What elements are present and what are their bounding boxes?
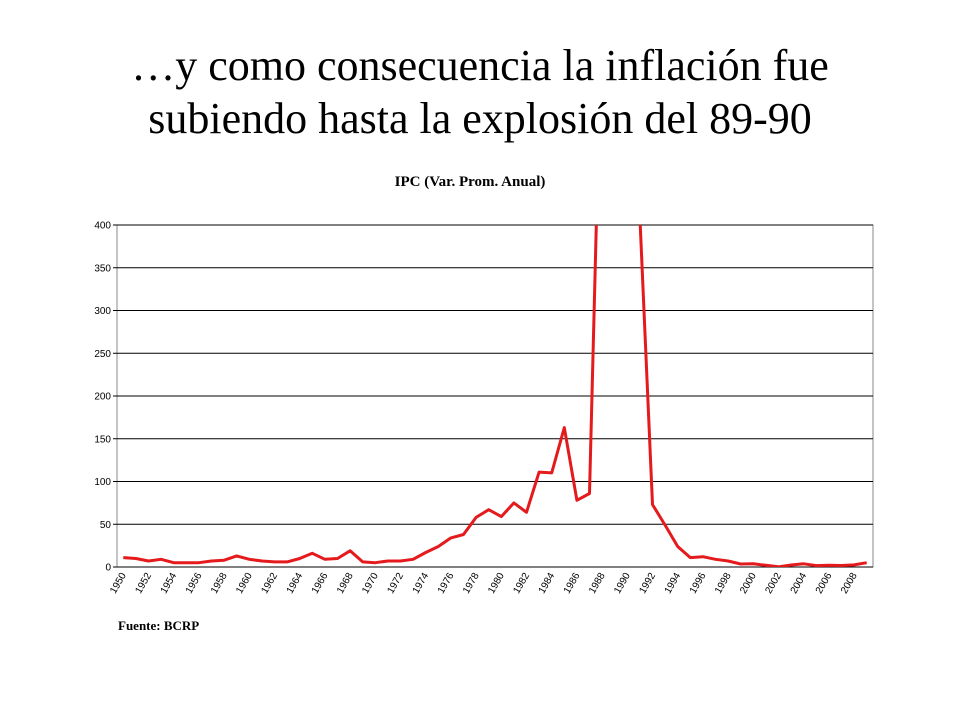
- y-tick-label: 350: [94, 263, 111, 274]
- y-tick-label: 300: [94, 306, 111, 317]
- x-tick-label: 1970: [360, 571, 381, 596]
- y-tick-label: 200: [94, 392, 111, 403]
- plot-area: [123, 225, 867, 567]
- slide-title: …y como consecuencia la inflación fue: [131, 41, 829, 90]
- x-tick-label: 1952: [133, 571, 154, 596]
- x-tick-label: 1994: [663, 571, 684, 596]
- chart-title: IPC (Var. Prom. Anual): [395, 174, 546, 190]
- x-tick-label: 2008: [839, 571, 860, 596]
- x-tick-label: 1958: [209, 571, 230, 596]
- x-tick-label: 1990: [612, 571, 633, 596]
- y-tick-label: 0: [105, 563, 111, 574]
- x-tick-label: 1962: [259, 571, 280, 596]
- x-tick-label: 1964: [285, 571, 306, 596]
- x-tick-label: 1996: [688, 571, 709, 596]
- x-tick-label: 1956: [184, 571, 205, 596]
- source: Fuente: BCRP: [118, 618, 199, 633]
- slide-title: subiendo hasta la explosión del 89-90: [148, 94, 812, 143]
- data-line: [123, 225, 867, 567]
- y-tick-label: 50: [100, 520, 112, 531]
- x-tick-label: 1988: [587, 571, 608, 596]
- x-tick-label: 1998: [713, 571, 734, 596]
- x-tick-label: 2002: [763, 571, 784, 596]
- x-tick-label: 1968: [335, 571, 356, 596]
- x-tick-label: 1974: [411, 571, 432, 596]
- x-tick-label: 1992: [637, 571, 658, 596]
- x-tick-label: 1966: [310, 571, 331, 596]
- x-tick-label: 1986: [562, 571, 583, 596]
- x-tick-label: 1982: [511, 571, 532, 596]
- x-tick-label: 1950: [108, 571, 129, 596]
- y-tick-label: 400: [94, 221, 111, 232]
- y-tick-label: 150: [94, 434, 111, 445]
- x-tick-label: 1960: [234, 571, 255, 596]
- x-tick-label: 2004: [789, 571, 810, 596]
- x-tick-label: 2006: [814, 571, 835, 596]
- y-tick-label: 100: [94, 477, 111, 488]
- x-tick-label: 1976: [436, 571, 457, 596]
- x-tick-label: 1954: [159, 571, 180, 596]
- x-tick-label: 1980: [486, 571, 507, 596]
- y-tick-label: 250: [94, 349, 111, 360]
- x-tick-label: 1978: [461, 571, 482, 596]
- x-tick-label: 2000: [738, 571, 759, 596]
- x-tick-label: 1972: [385, 571, 406, 596]
- x-tick-label: 1984: [537, 571, 558, 596]
